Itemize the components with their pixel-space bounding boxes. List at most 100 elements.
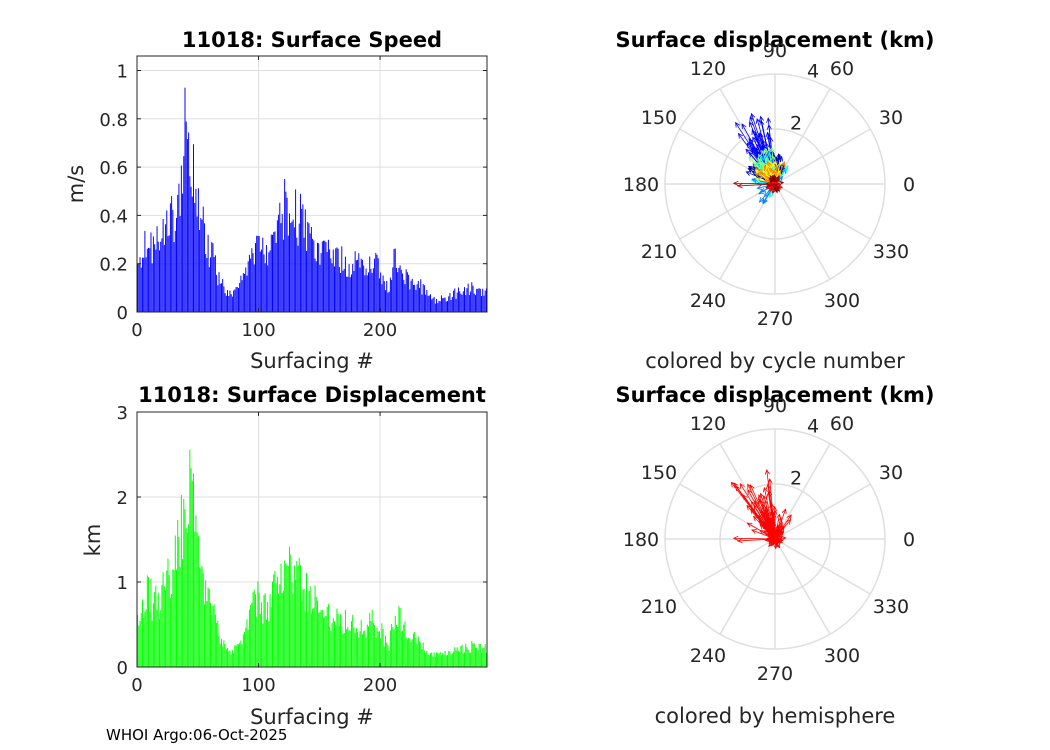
speed-bar: [438, 300, 440, 312]
polar-cycle-vector-head: [762, 197, 768, 204]
displacement-bar: [368, 626, 369, 667]
polar-cycle-vector-head: [771, 188, 777, 195]
polar-cycle-vector-head: [768, 177, 774, 183]
polar-cycle-vector-head: [766, 124, 772, 130]
speed-bar: [278, 214, 280, 312]
speed-bar: [304, 209, 306, 312]
speed-bar: [298, 223, 300, 312]
speed-bar: [340, 273, 342, 312]
speed-bar: [334, 266, 335, 312]
displacement-bar: [335, 625, 337, 667]
speed-bar: [172, 209, 174, 312]
polar-hemisphere-angle-label: 300: [824, 645, 860, 667]
speed-bar: [310, 227, 312, 312]
polar-cycle-vector-head: [782, 167, 788, 174]
displacement-bar: [285, 563, 287, 667]
displacement-bar: [376, 627, 378, 667]
displacement-bar: [255, 594, 256, 667]
displacement-ytick-label: 1: [117, 573, 128, 594]
speed-bar: [357, 259, 359, 312]
polar-cycle-vector-head: [761, 139, 767, 145]
speed-bar: [281, 214, 283, 312]
displacement-bar: [263, 595, 265, 667]
displacement-bar: [425, 652, 427, 667]
displacement-bar: [365, 637, 367, 667]
displacement-bar: [479, 643, 481, 667]
speed-bar: [327, 239, 329, 312]
displacement-bar: [461, 644, 463, 667]
displacement-bar: [295, 579, 297, 667]
polar-hemisphere-angle-label: 150: [641, 462, 677, 484]
displacement-bar: [351, 621, 352, 667]
speed-bar: [270, 234, 272, 312]
displacement-bar: [143, 617, 145, 667]
speed-bar: [314, 258, 316, 312]
speed-bar: [296, 237, 298, 312]
speed-bar: [247, 261, 249, 312]
polar-cycle-angle-label: 210: [641, 241, 677, 263]
displacement-bar: [398, 606, 400, 667]
speed-bar: [269, 250, 271, 312]
displacement-bar: [343, 632, 345, 667]
displacement-bar: [318, 612, 320, 667]
speed-bar: [411, 278, 413, 312]
displacement-bar: [397, 626, 399, 667]
polar-cycle-vector-head: [758, 197, 765, 203]
speed-bar: [241, 280, 243, 312]
speed-bar: [375, 252, 377, 312]
speed-bar: [168, 235, 170, 312]
displacement-bar: [229, 650, 231, 667]
polar-hemisphere-angle-label: 180: [623, 529, 659, 551]
displacement-bar: [203, 604, 205, 667]
speed-bar: [432, 298, 434, 312]
displacement-bar: [447, 655, 448, 667]
speed-bar: [169, 203, 171, 312]
displacement-bar: [324, 616, 326, 667]
displacement-bar: [307, 611, 309, 667]
polar-cycle-vector-head: [747, 168, 754, 173]
polar-cycle-vector-head: [751, 129, 757, 135]
displacement-bar: [185, 528, 187, 667]
displacement-bar: [313, 607, 315, 667]
speed-bar: [472, 285, 474, 312]
displacement-bar: [444, 650, 446, 667]
polar-hemisphere-vector-head: [759, 492, 765, 499]
speed-bar: [262, 237, 264, 312]
speed-bar: [462, 291, 464, 312]
speed-bar: [431, 299, 433, 312]
speed-xtick-label: 0: [131, 320, 142, 341]
displacement-bar: [167, 558, 169, 667]
speed-bar: [141, 257, 143, 312]
speed-bar: [481, 295, 483, 312]
polar-cycle-vector-head: [772, 183, 778, 190]
polar-hemisphere-vector-head: [767, 516, 773, 522]
polar-cycle-title: Surface displacement (km): [615, 28, 934, 52]
polar-hemisphere-vector-head: [767, 530, 773, 537]
displacement-bar: [314, 585, 316, 667]
displacement-bar: [156, 609, 158, 667]
displacement-xtick-label: 200: [363, 675, 397, 696]
polar-hemisphere-vector-head: [752, 515, 759, 522]
displacement-bar: [457, 650, 459, 667]
speed-bar: [344, 256, 346, 312]
polar-hemisphere-vector-head: [776, 513, 782, 520]
displacement-bar: [197, 535, 199, 667]
displacement-bar: [166, 570, 168, 667]
displacement-bar: [179, 567, 181, 667]
polar-hemisphere-angle-label: 330: [873, 596, 909, 618]
displacement-bar: [217, 620, 219, 667]
polar-cycle-arrows: [732, 112, 789, 205]
speed-bar: [389, 277, 391, 312]
speed-bar: [201, 219, 203, 312]
displacement-bar: [460, 646, 462, 667]
speed-bar: [229, 290, 231, 312]
speed-bar: [385, 290, 387, 312]
speed-bar: [280, 223, 282, 312]
speed-bar: [387, 292, 389, 312]
displacement-bar: [184, 509, 186, 667]
displacement-bar: [467, 649, 469, 667]
speed-bar: [399, 265, 401, 312]
displacement-bar: [199, 567, 201, 667]
speed-bar: [347, 276, 349, 312]
displacement-ytick-label: 0: [117, 658, 128, 679]
